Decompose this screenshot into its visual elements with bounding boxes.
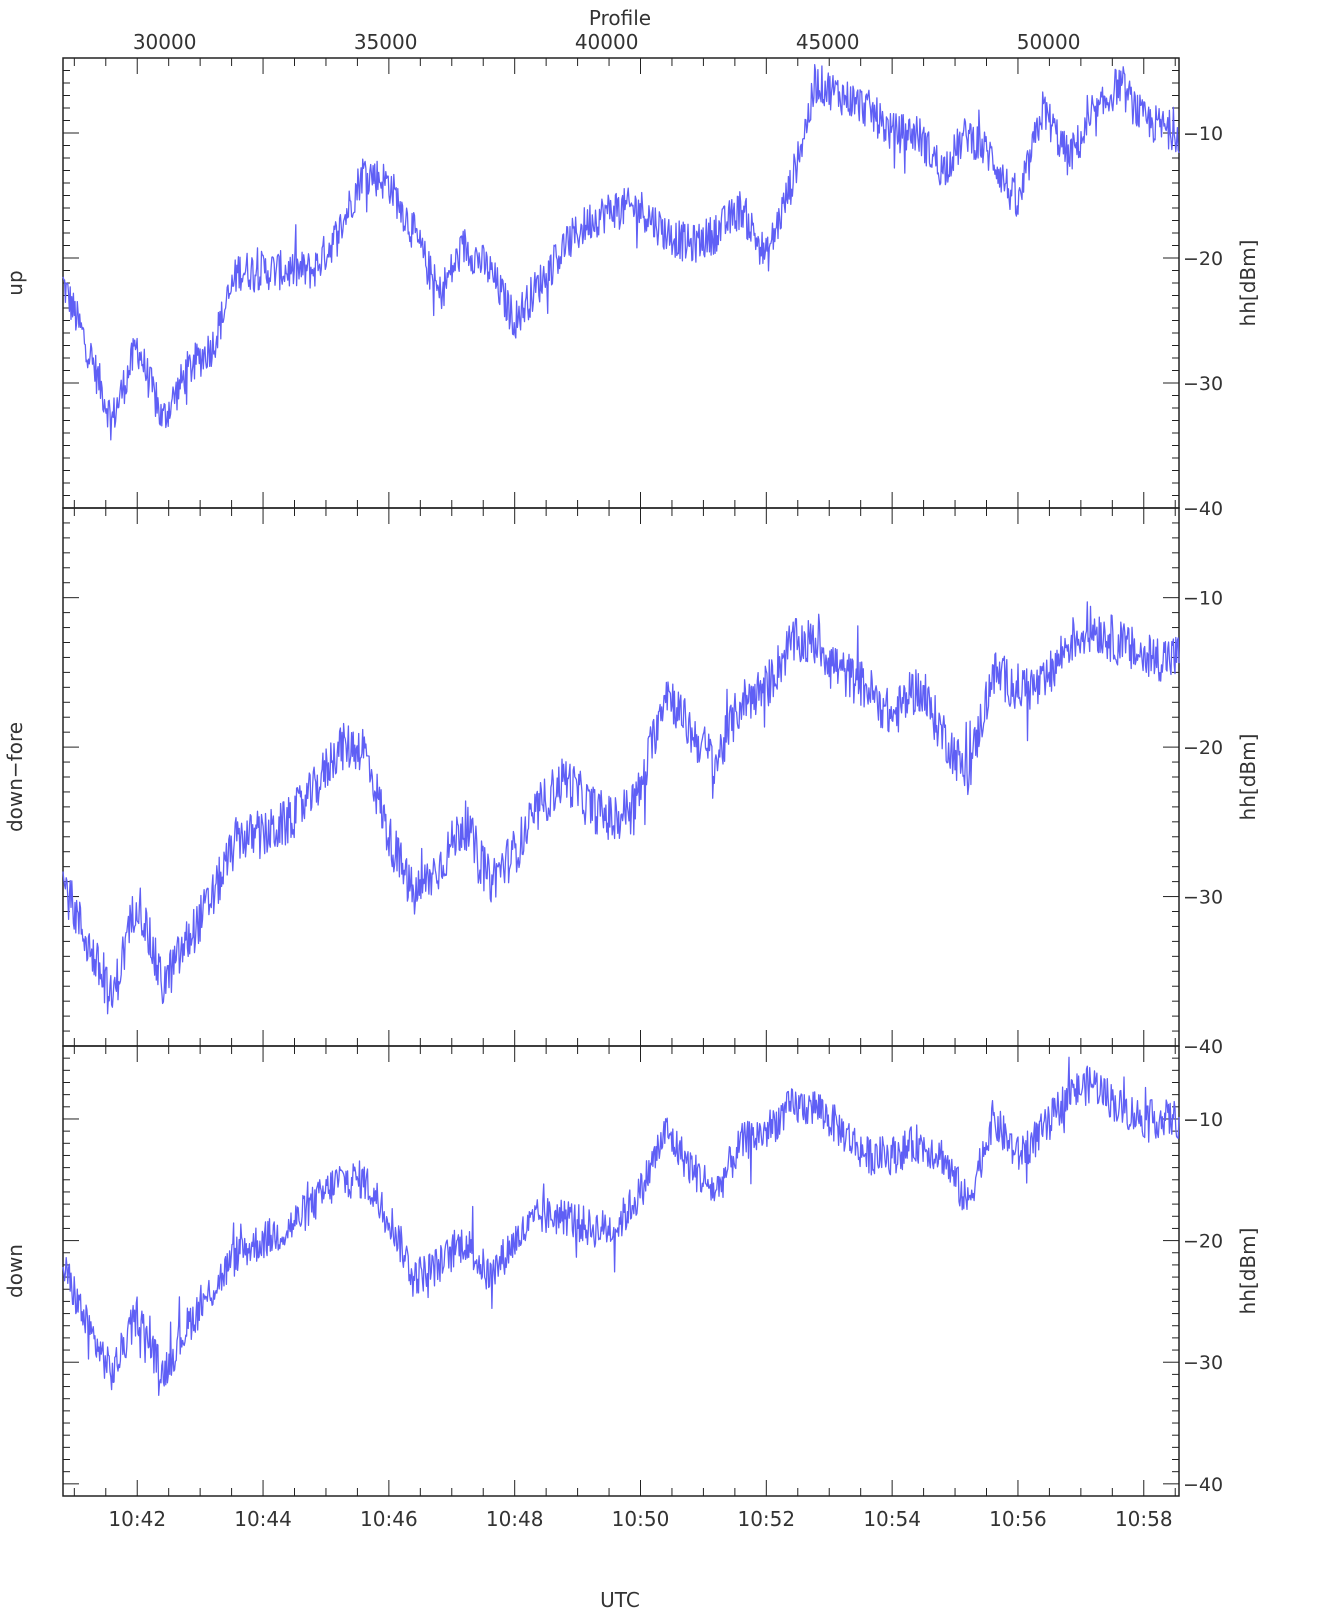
panels-group: −10 −20 −30 −40 up hh[dBm] −10 −20 −30 −40 down−fo… xyxy=(3,57,1260,1497)
y-tick-label: −40 xyxy=(1183,498,1223,520)
bottom-tick-label: 10:54 xyxy=(863,1507,921,1531)
y-tick-label: −20 xyxy=(1183,248,1223,270)
top-tick-label: 45000 xyxy=(796,30,860,54)
bottom-tick-label: 10:58 xyxy=(1115,1507,1173,1531)
y-tick-label: −10 xyxy=(1183,123,1223,145)
top-axis-title: Profile xyxy=(589,6,651,30)
bottom-tick-label: 10:50 xyxy=(612,1507,670,1531)
series-line-down xyxy=(62,1056,1180,1396)
y-tick-label: −40 xyxy=(1183,1474,1223,1496)
y-tick-label: −30 xyxy=(1183,373,1223,395)
panel-label: down xyxy=(3,1244,27,1298)
panel-frame xyxy=(62,57,1180,509)
panel-label: up xyxy=(3,270,27,295)
panel-frame xyxy=(62,1045,1180,1497)
bottom-tick-label: 10:48 xyxy=(486,1507,544,1531)
bottom-tick-label: 10:44 xyxy=(234,1507,292,1531)
bottom-tick-label: 10:52 xyxy=(737,1507,795,1531)
bottom-tick-label: 10:56 xyxy=(989,1507,1047,1531)
panel-down: −10 −20 −30 −40 down hh[dBm] xyxy=(3,1045,1260,1497)
y-tick-label: −10 xyxy=(1183,1109,1223,1131)
series-line-up xyxy=(62,64,1180,441)
top-tick-label: 50000 xyxy=(1017,30,1081,54)
y-axis-label: hh[dBm] xyxy=(1236,734,1260,821)
series-line-down-fore xyxy=(62,601,1180,1015)
y-tick-label: −30 xyxy=(1183,887,1223,909)
y-tick-label: −20 xyxy=(1183,737,1223,759)
bottom-tick-label: 10:46 xyxy=(360,1507,418,1531)
bottom-tick-label: 10:42 xyxy=(108,1507,166,1531)
top-tick-label: 30000 xyxy=(133,30,197,54)
y-tick-label: −20 xyxy=(1183,1231,1223,1253)
y-axis-label: hh[dBm] xyxy=(1236,240,1260,327)
top-tick-label: 40000 xyxy=(575,30,639,54)
bottom-axis-title: UTC xyxy=(600,1588,640,1612)
panel-down-fore: −10 −20 −30 −40 down−fore hh[dBm] xyxy=(3,507,1260,1058)
y-axis-label: hh[dBm] xyxy=(1236,1228,1260,1315)
y-tick-label: −10 xyxy=(1183,588,1223,610)
y-tick-label: −30 xyxy=(1183,1352,1223,1374)
panel-frame xyxy=(62,507,1180,1047)
y-tick-label: −40 xyxy=(1183,1036,1223,1058)
panel-up: −10 −20 −30 −40 up hh[dBm] xyxy=(3,57,1260,520)
top-tick-label: 35000 xyxy=(354,30,418,54)
panel-label: down−fore xyxy=(3,722,27,832)
